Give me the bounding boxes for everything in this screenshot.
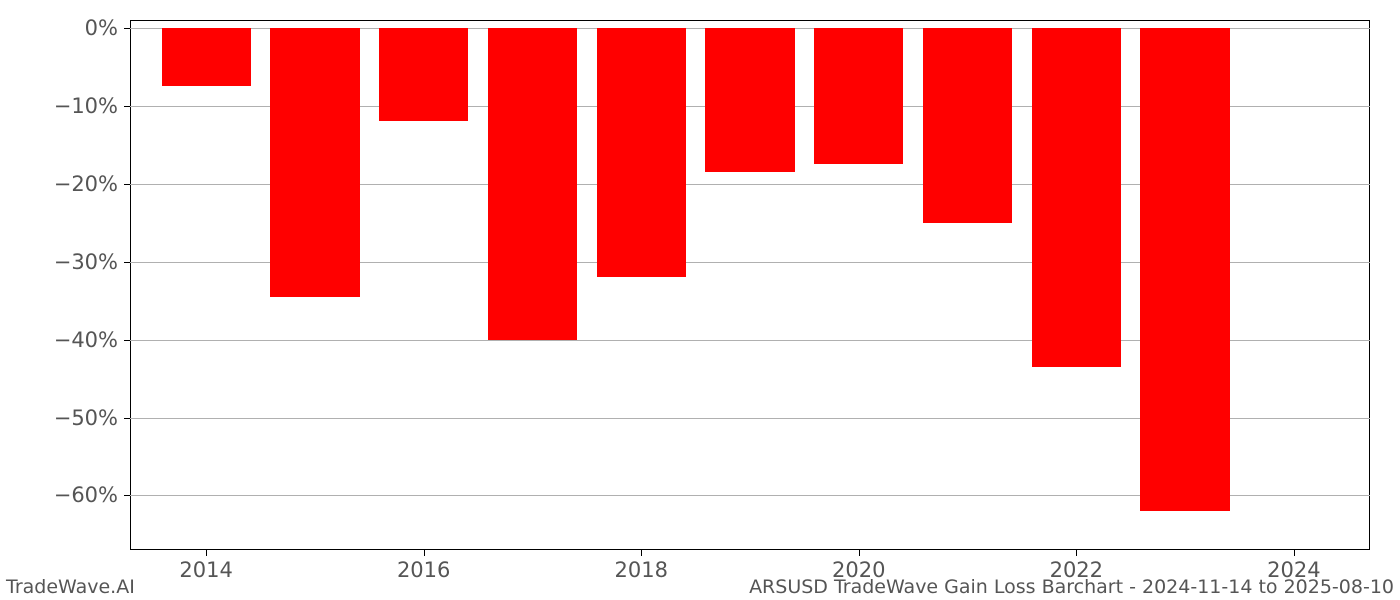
ytick-label: −50% — [8, 406, 118, 430]
xtick-mark — [424, 550, 425, 556]
chart-container: 0%−10%−20%−30%−40%−50%−60%20142016201820… — [0, 0, 1400, 600]
bar — [270, 28, 359, 297]
plot-area: 0%−10%−20%−30%−40%−50%−60%20142016201820… — [130, 20, 1370, 550]
ytick-label: −60% — [8, 483, 118, 507]
ytick-label: −30% — [8, 250, 118, 274]
xtick-mark — [1076, 550, 1077, 556]
ytick-label: 0% — [8, 16, 118, 40]
ytick-mark — [124, 28, 130, 29]
ytick-mark — [124, 418, 130, 419]
ytick-label: −10% — [8, 94, 118, 118]
plot-border-left — [130, 20, 131, 550]
xtick-mark — [859, 550, 860, 556]
footer-right-label: ARSUSD TradeWave Gain Loss Barchart - 20… — [749, 576, 1394, 598]
xtick-label: 2014 — [179, 558, 232, 582]
ytick-mark — [124, 262, 130, 263]
xtick-label: 2018 — [614, 558, 667, 582]
bar — [705, 28, 794, 172]
bar — [379, 28, 468, 122]
xtick-label: 2016 — [397, 558, 450, 582]
ytick-mark — [124, 184, 130, 185]
ytick-label: −20% — [8, 172, 118, 196]
plot-border-right — [1369, 20, 1370, 550]
ytick-mark — [124, 340, 130, 341]
bar — [488, 28, 577, 340]
xtick-mark — [641, 550, 642, 556]
xtick-mark — [206, 550, 207, 556]
footer-left-label: TradeWave.AI — [6, 576, 135, 598]
ytick-label: −40% — [8, 328, 118, 352]
plot-border-top — [130, 20, 1370, 21]
ytick-mark — [124, 495, 130, 496]
xtick-mark — [1294, 550, 1295, 556]
bar — [1032, 28, 1121, 367]
bar — [814, 28, 903, 164]
bar — [923, 28, 1012, 223]
bar — [1140, 28, 1229, 511]
bar — [597, 28, 686, 277]
plot-border-bottom — [130, 549, 1370, 550]
ytick-mark — [124, 106, 130, 107]
bar — [162, 28, 251, 86]
